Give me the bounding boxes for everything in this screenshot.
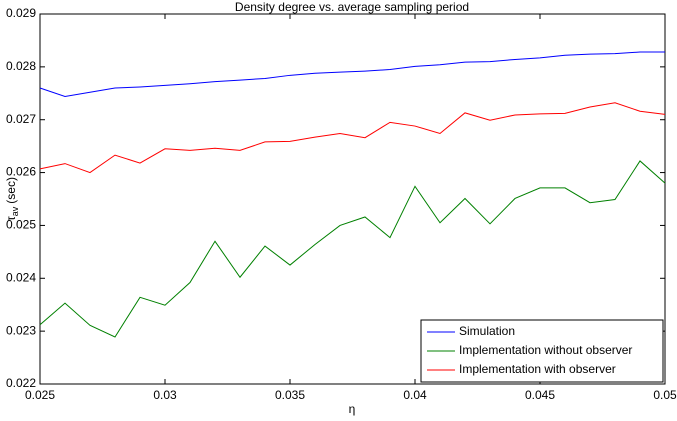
- y-tick-label: 0.026: [6, 165, 36, 179]
- y-tick-label: 0.022: [6, 376, 36, 390]
- x-tick-label: 0.04: [403, 388, 427, 402]
- series-line: [39, 160, 666, 338]
- y-axis-label: τav (sec): [4, 177, 20, 221]
- chart-title: Density degree vs. average sampling peri…: [235, 0, 469, 14]
- y-tick-label: 0.029: [6, 6, 36, 20]
- legend-box: [420, 319, 664, 383]
- x-axis-label: η: [349, 402, 356, 416]
- series-line: [39, 51, 665, 97]
- y-label-symbol: τ: [4, 216, 18, 221]
- x-tick-label: 0.045: [525, 388, 555, 402]
- legend-label: Implementation without observer: [459, 343, 632, 357]
- y-tick-label: 0.027: [6, 112, 36, 126]
- y-label-unit: (sec): [4, 177, 18, 204]
- y-tick-label: 0.023: [6, 323, 36, 337]
- x-tick-label: 0.025: [25, 388, 55, 402]
- y-tick-label: 0.028: [6, 59, 36, 73]
- x-tick-label: 0.03: [153, 388, 177, 402]
- y-tick-label: 0.025: [6, 218, 36, 232]
- series-line: [39, 102, 666, 174]
- legend-label: Simulation: [459, 324, 515, 338]
- y-label-subscript: av: [10, 206, 20, 216]
- plot-frame: [39, 13, 666, 385]
- x-tick-label: 0.05: [653, 388, 677, 402]
- x-tick-label: 0.035: [275, 388, 305, 402]
- y-tick-label: 0.024: [6, 270, 36, 284]
- legend-label: Implementation with observer: [459, 362, 616, 376]
